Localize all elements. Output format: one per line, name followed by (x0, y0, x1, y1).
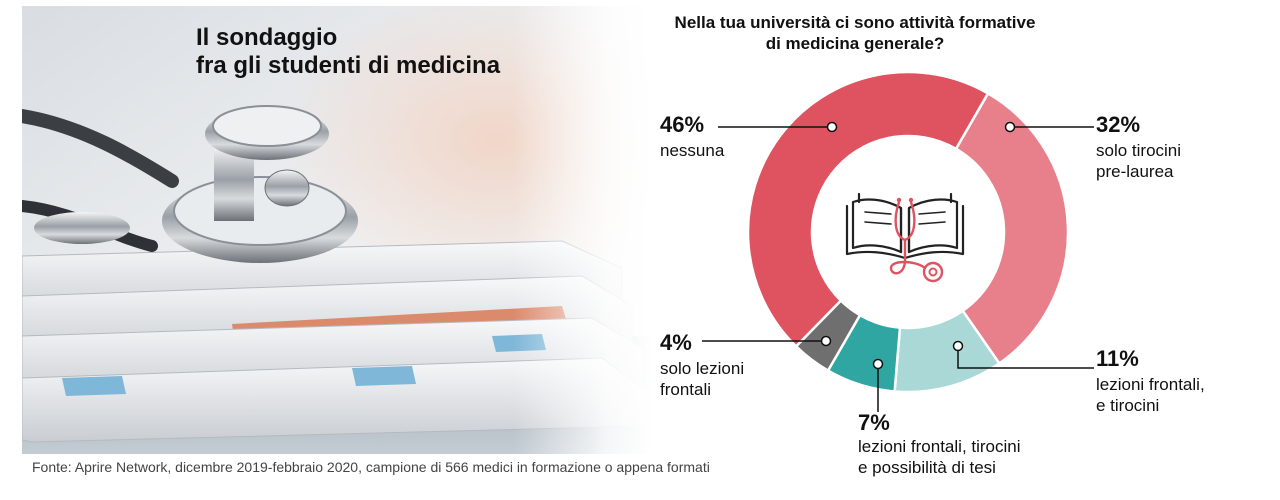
slice-value-solo-tirocini: 32% (1096, 112, 1140, 138)
source-note: Fonte: Aprire Network, dicembre 2019-feb… (32, 459, 710, 475)
book-stethoscope-icon (847, 194, 963, 281)
leader-dot-nessuna (828, 123, 837, 132)
slice-label-tirocini-tesi: lezioni frontali, tirocini e possibilità… (858, 436, 1021, 478)
slice-label-lezioni-e-tirocini-line-1: lezioni frontali, (1096, 374, 1205, 395)
slice-label-solo-lezioni-line-2: frontali (660, 379, 744, 400)
slice-value-solo-lezioni: 4% (660, 330, 692, 356)
slice-label-tirocini-tesi-line-1: lezioni frontali, tirocini (858, 436, 1021, 457)
slice-value-lezioni-e-tirocini: 11% (1096, 346, 1139, 372)
slice-label-solo-lezioni: solo lezioni frontali (660, 358, 744, 400)
slice-label-solo-tirocini-line-2: pre-laurea (1096, 161, 1181, 182)
donut-slice-nessuna (748, 72, 988, 346)
slice-label-solo-lezioni-line-1: solo lezioni (660, 358, 744, 379)
leader-dot-lezioni-e-tirocini (954, 342, 963, 351)
slice-value-tirocini-tesi: 7% (858, 410, 890, 436)
slice-value-nessuna: 46% (660, 112, 704, 138)
slice-label-nessuna-line-1: nessuna (660, 140, 724, 161)
leader-dot-tirocini-tesi (874, 360, 883, 369)
donut-slice-solo-tirocini (956, 93, 1068, 363)
leader-dot-solo-tirocini (1006, 123, 1015, 132)
slice-label-tirocini-tesi-line-2: e possibilità di tesi (858, 457, 1021, 478)
slice-label-lezioni-e-tirocini: lezioni frontali, e tirocini (1096, 374, 1205, 416)
slice-label-solo-tirocini-line-1: solo tirocini (1096, 140, 1181, 161)
slice-label-lezioni-e-tirocini-line-2: e tirocini (1096, 395, 1205, 416)
slice-label-nessuna: nessuna (660, 140, 724, 161)
leader-dot-solo-lezioni (822, 337, 831, 346)
slice-label-solo-tirocini: solo tirocini pre-laurea (1096, 140, 1181, 182)
